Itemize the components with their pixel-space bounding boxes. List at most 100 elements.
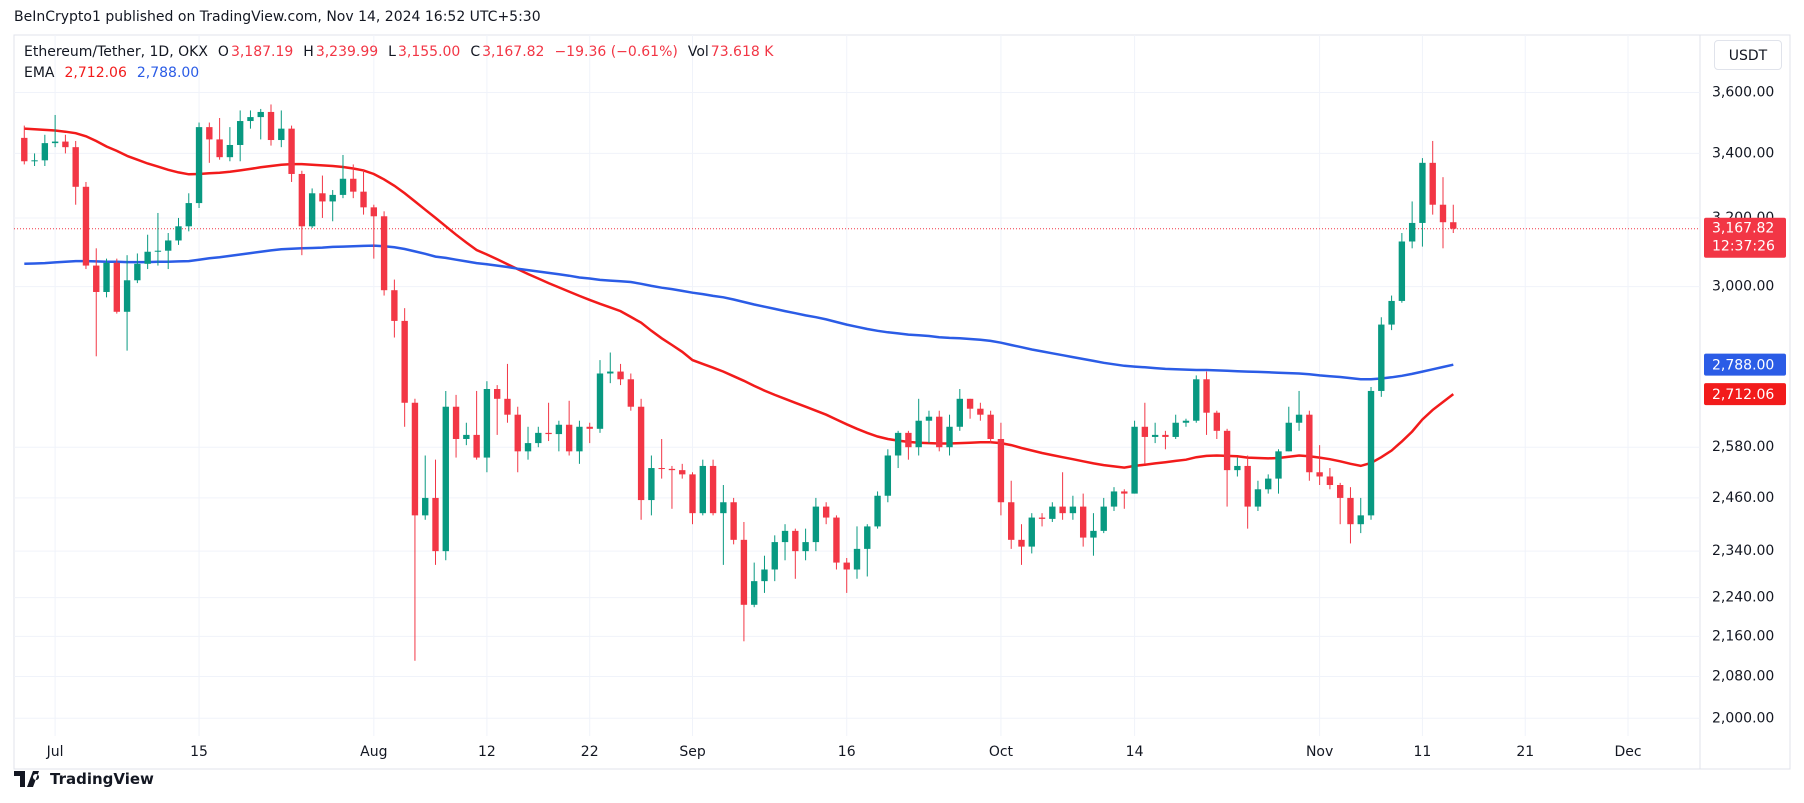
candle-body [380, 216, 388, 291]
y-tick-label: 2,580.00 [1712, 439, 1774, 455]
candle-body [319, 193, 326, 202]
candle-body [1038, 517, 1046, 519]
ema-name: EMA [24, 65, 55, 81]
candle-body [1008, 502, 1015, 540]
candle-body [339, 178, 347, 195]
footer-brand: TradingView [50, 770, 154, 788]
candle-body [1357, 515, 1364, 525]
candle-body [740, 539, 748, 605]
candle-body [833, 517, 840, 563]
candle-body [1110, 491, 1118, 507]
candle-body [185, 203, 192, 227]
candle-body [535, 432, 542, 444]
x-tick-label: Jul [46, 744, 64, 760]
candle-body [874, 495, 881, 527]
candle-body [761, 569, 768, 582]
candle-body [103, 262, 110, 292]
published-note: BeInCrypto1 published on TradingView.com… [14, 9, 541, 25]
candle-body [154, 250, 162, 252]
axes: 2,000.00 2,080.00 2,160.00 2,240.00 2,340.00… [46, 85, 1786, 760]
candle-body [1182, 420, 1190, 423]
candle-body [329, 194, 336, 202]
candle-body [21, 137, 28, 162]
ohlc-key: H [303, 44, 314, 60]
logo-icon [14, 771, 40, 787]
candle-body [350, 178, 357, 192]
candle-body [987, 414, 994, 439]
candle-body [1254, 489, 1262, 507]
candle-body [699, 465, 706, 514]
candle-body [267, 111, 275, 141]
last-price-label: 3,167.82 [1712, 221, 1774, 237]
candle-body [792, 530, 799, 552]
y-tick-label: 3,600.00 [1712, 85, 1774, 101]
candle-body [1131, 426, 1138, 494]
candle-body [1203, 379, 1210, 413]
candle-body [1049, 506, 1056, 519]
candle-body [1285, 422, 1292, 452]
candle-body [1100, 506, 1107, 531]
x-tick-label: 12 [478, 744, 496, 760]
candle-body [298, 173, 306, 227]
candle-body [1295, 414, 1303, 423]
candle-body [658, 468, 665, 470]
candle-body [493, 388, 501, 399]
candle-body [617, 371, 624, 380]
candle-body [134, 263, 141, 281]
candle-body [411, 402, 419, 516]
pane-border [13, 34, 1791, 770]
x-tick-label: 22 [581, 744, 599, 760]
ohlc-value: 3,239.99 [315, 44, 379, 60]
candle-body [648, 468, 655, 501]
candle-body [1028, 517, 1035, 547]
candle-body [165, 240, 172, 251]
x-tick-label: 11 [1414, 744, 1432, 760]
ema-value: 2,788.00 [136, 65, 200, 81]
y-tick-label: 2,080.00 [1712, 669, 1774, 685]
candle-body [144, 251, 151, 264]
candle-body [514, 414, 521, 452]
candle-body [1347, 497, 1354, 525]
candle-body [1079, 506, 1087, 538]
candle-body [288, 128, 295, 174]
candle-body [812, 506, 820, 543]
y-tick-label: 2,000.00 [1712, 710, 1774, 726]
candle-body [884, 455, 892, 496]
candle-body [360, 191, 367, 208]
candle-body [1275, 451, 1282, 479]
candle-body [216, 139, 223, 158]
candle-body [627, 379, 635, 407]
candle-body [925, 416, 933, 421]
candle-body [1018, 539, 1025, 547]
candle-body [668, 468, 676, 471]
candle-body [1193, 379, 1200, 421]
y-tick-label: 2,460.00 [1712, 490, 1774, 506]
currency-button[interactable]: USDT [1714, 40, 1782, 70]
y-tick-label: 3,400.00 [1712, 145, 1774, 161]
candle-body [1336, 485, 1344, 498]
candle-body [257, 111, 264, 118]
candle-body [555, 424, 563, 435]
candle-body [1326, 476, 1334, 486]
candle-body [894, 432, 902, 456]
candle-body [1121, 491, 1128, 494]
candle-body [1162, 434, 1169, 437]
x-tick-label: Aug [360, 744, 387, 760]
candle-body [864, 526, 871, 549]
candle-body [1234, 465, 1241, 471]
candle-body [391, 290, 398, 321]
change-value: −19.36 (−0.61%) [554, 44, 678, 60]
y-tick-label: 2,160.00 [1712, 628, 1774, 644]
candle-body [1450, 222, 1457, 229]
candle-body [1223, 430, 1231, 471]
candle-body [93, 265, 100, 292]
candle-body [637, 406, 645, 501]
candle-body [1141, 426, 1149, 437]
ohlc-value: 3,187.19 [230, 44, 294, 60]
candle-body [113, 262, 120, 312]
candle-body [524, 443, 532, 452]
x-tick-label: Sep [679, 744, 706, 760]
candle-body [709, 465, 717, 514]
candle-body [1069, 506, 1077, 514]
x-tick-label: Nov [1306, 744, 1333, 760]
